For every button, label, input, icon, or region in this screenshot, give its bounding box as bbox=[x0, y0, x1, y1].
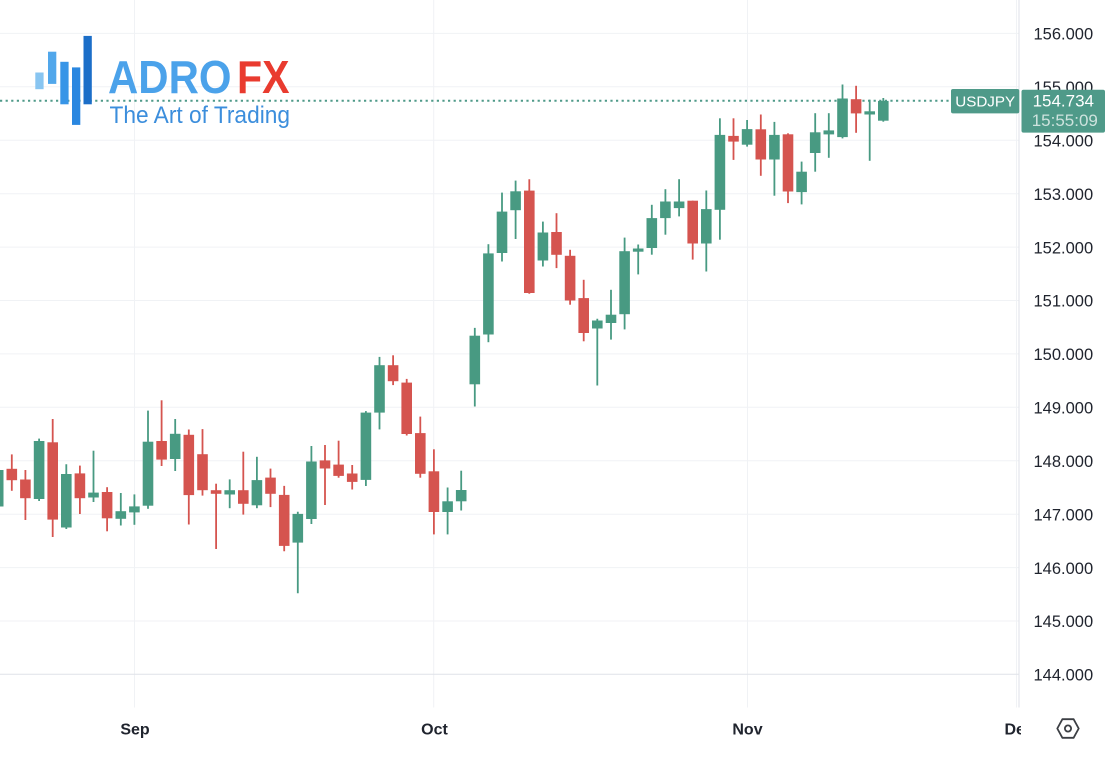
svg-text:FX: FX bbox=[237, 51, 290, 103]
svg-text:Dec: Dec bbox=[1005, 722, 1034, 739]
svg-text:152.000: 152.000 bbox=[1034, 239, 1094, 257]
svg-text:Nov: Nov bbox=[732, 722, 762, 739]
svg-text:156.000: 156.000 bbox=[1034, 26, 1094, 44]
svg-text:Sep: Sep bbox=[120, 722, 150, 739]
svg-text:148.000: 148.000 bbox=[1034, 453, 1094, 471]
svg-text:149.000: 149.000 bbox=[1034, 400, 1094, 418]
svg-text:150.000: 150.000 bbox=[1034, 346, 1094, 364]
svg-text:154.734: 154.734 bbox=[1033, 92, 1094, 111]
svg-text:146.000: 146.000 bbox=[1034, 560, 1094, 578]
svg-text:15:55:09: 15:55:09 bbox=[1032, 111, 1098, 130]
svg-text:151.000: 151.000 bbox=[1034, 293, 1094, 311]
svg-text:USDJPY: USDJPY bbox=[955, 93, 1015, 110]
svg-text:The Art of Trading: The Art of Trading bbox=[110, 102, 291, 129]
svg-text:154.000: 154.000 bbox=[1034, 132, 1094, 150]
svg-text:Oct: Oct bbox=[421, 722, 448, 739]
svg-text:153.000: 153.000 bbox=[1034, 186, 1094, 204]
svg-text:ADRO: ADRO bbox=[108, 51, 232, 103]
svg-text:144.000: 144.000 bbox=[1034, 667, 1094, 685]
svg-text:145.000: 145.000 bbox=[1034, 613, 1094, 631]
svg-text:147.000: 147.000 bbox=[1034, 506, 1094, 524]
